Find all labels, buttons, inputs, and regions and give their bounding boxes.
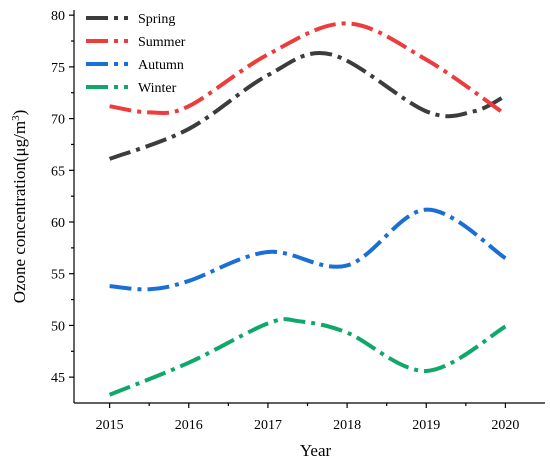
x-tick-label: 2017 — [254, 418, 282, 433]
y-tick-label: 70 — [51, 113, 65, 128]
series-line-summer — [109, 21, 507, 117]
x-tick-label: 2015 — [96, 418, 124, 433]
legend-label-autumn: Autumn — [138, 58, 184, 73]
legend-label-spring: Spring — [138, 12, 175, 27]
x-tick-label: 2018 — [333, 418, 361, 433]
y-tick-label: 60 — [51, 216, 65, 231]
legend: Spring Summer Autumn Winter — [86, 12, 186, 96]
legend-label-winter: Winter — [138, 81, 177, 96]
legend-label-summer: Summer — [138, 35, 186, 50]
y-axis-title: Ozone concentration(μg/m3) — [10, 110, 29, 304]
y-tick-label: 65 — [51, 164, 65, 179]
y-tick-label: 50 — [51, 319, 65, 334]
y-tick-label: 55 — [51, 268, 65, 283]
series-line-spring — [108, 51, 507, 161]
plot-area — [108, 21, 507, 397]
x-tick-label: 2016 — [175, 418, 203, 433]
x-tick-label: 2019 — [412, 418, 440, 433]
axes: 45 50 55 60 65 70 75 80 2015 2016 2017 2018 2019 2020 — [51, 9, 545, 433]
series-line-autumn — [109, 207, 507, 292]
y-axis-title-close: ) — [10, 110, 29, 116]
series-line-winter — [108, 317, 507, 397]
x-tick-label: 2020 — [491, 418, 519, 433]
x-axis-title: Year — [300, 441, 332, 460]
y-tick-label: 80 — [51, 9, 65, 24]
y-tick-label: 75 — [51, 61, 65, 76]
y-axis-title-main: Ozone concentration(μg/m — [10, 121, 29, 303]
y-axis-title-superscript: 3 — [10, 115, 22, 121]
y-tick-label: 45 — [51, 371, 65, 386]
